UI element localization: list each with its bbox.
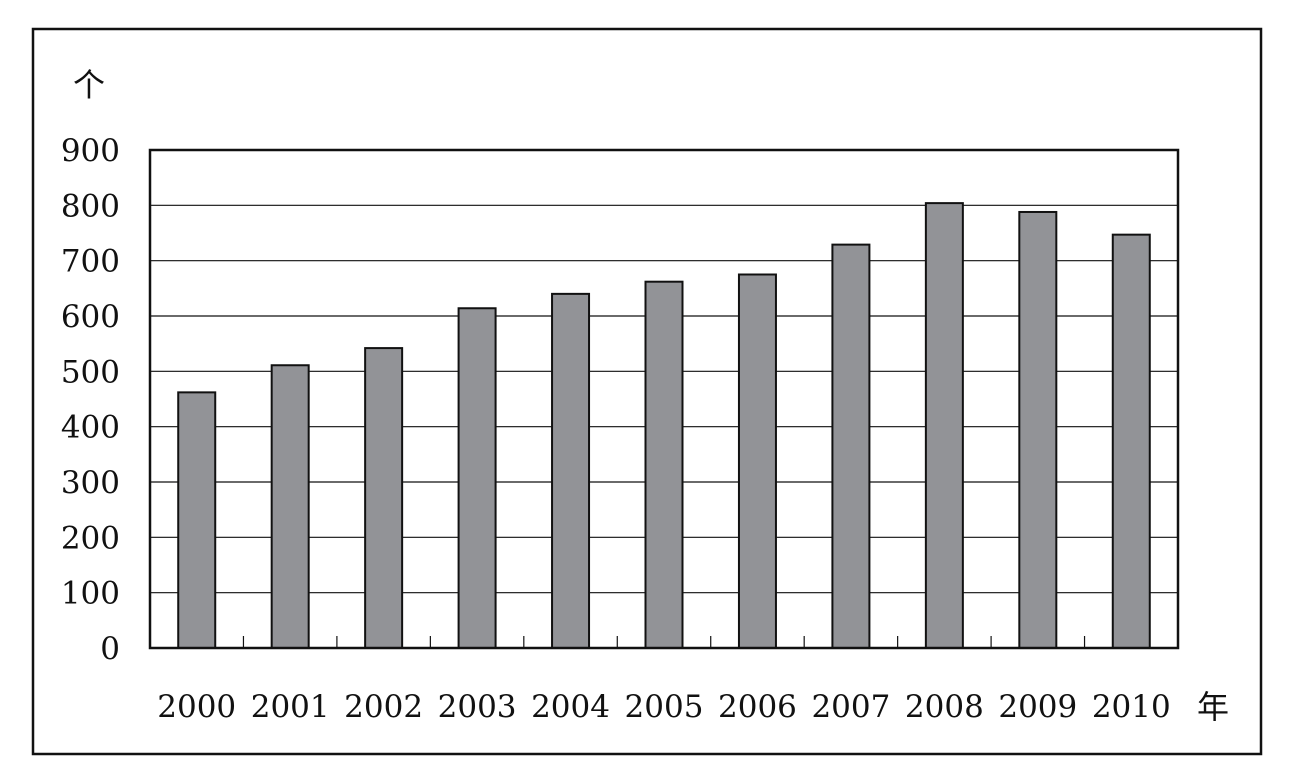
bar-2007 — [831, 243, 871, 649]
y-unit-label: 个 — [73, 66, 105, 104]
x-unit-label: 年 — [1197, 688, 1229, 726]
y-tick-label-200: 200 — [61, 520, 120, 556]
bar-2001 — [270, 364, 310, 649]
y-tick-label-500: 500 — [61, 354, 120, 390]
y-tick-label-600: 600 — [61, 299, 120, 335]
bar-2000 — [177, 391, 217, 649]
x-tick-label-2009: 2009 — [998, 689, 1077, 725]
x-tick-label-2008: 2008 — [905, 689, 984, 725]
y-tick-label-700: 700 — [61, 244, 120, 280]
gridlines — [150, 204, 1178, 594]
y-tick-label-800: 800 — [61, 188, 120, 224]
y-tick-label-300: 300 — [61, 465, 120, 501]
x-tick-label-2007: 2007 — [811, 689, 890, 725]
x-tick-label-2005: 2005 — [625, 689, 704, 725]
y-tick-label-100: 100 — [61, 576, 120, 612]
y-tick-label-400: 400 — [61, 410, 120, 446]
x-tick-label-2002: 2002 — [344, 689, 423, 725]
y-axis-ticks: 0 100 200 300 400 500 600 700 800 900 — [61, 133, 120, 667]
y-tick-label-900: 900 — [61, 133, 120, 169]
plot-area-frame — [148, 148, 1180, 650]
x-tick-label-2000: 2000 — [157, 689, 236, 725]
bar-2008 — [924, 202, 964, 649]
bar-2003 — [457, 307, 497, 649]
x-tick-label-2006: 2006 — [718, 689, 797, 725]
x-tick-label-2010: 2010 — [1092, 689, 1171, 725]
x-axis-ticks: 2000 2001 2002 2003 2004 2005 2006 2007 2008 2009… — [157, 636, 1171, 725]
bar-2004 — [551, 292, 591, 649]
x-tick-label-2003: 2003 — [438, 689, 517, 725]
bars — [177, 202, 1151, 649]
bar-2009 — [1018, 210, 1058, 649]
outer-frame — [31, 27, 1263, 756]
bar-2010 — [1111, 233, 1151, 649]
bar-2006 — [737, 273, 777, 649]
x-tick-label-2004: 2004 — [531, 689, 610, 725]
bar-2005 — [644, 280, 684, 649]
bar-2002 — [364, 347, 404, 649]
y-tick-label-0: 0 — [100, 631, 120, 667]
x-tick-label-2001: 2001 — [251, 689, 330, 725]
